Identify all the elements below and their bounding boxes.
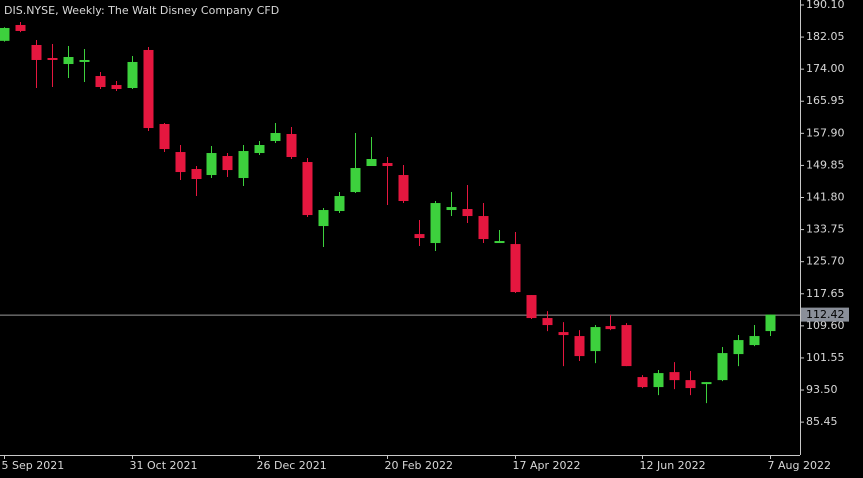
candle-body [334,196,345,212]
y-tick-label: 117.65 [806,287,845,300]
y-tick-label: 157.90 [806,126,845,139]
candle-body [31,45,42,60]
candle-body [350,168,361,193]
candle-body [478,216,489,240]
candle-body [398,175,409,202]
candle-body [127,61,138,89]
y-tick-label: 190.10 [806,0,845,11]
y-tick-label: 133.75 [806,223,845,236]
candle-body [574,336,585,357]
candle-body [749,336,760,346]
current-price-label: 112.42 [806,308,845,321]
candle-body [510,244,521,293]
candle-body [238,151,249,179]
candle-body [430,203,441,244]
candle-body [494,241,505,244]
candle-body [382,163,393,167]
candle-body [79,59,90,62]
y-tick-label: 174.00 [806,62,845,75]
candle-body [621,325,632,367]
x-tick-label: 12 Jun 2022 [640,459,706,472]
candle-body [47,57,58,60]
x-tick-label: 7 Aug 2022 [768,459,831,472]
y-tick-label: 125.70 [806,255,845,268]
candle-body [175,152,186,173]
chart-title: DIS.NYSE, Weekly: The Walt Disney Compan… [4,4,279,17]
y-tick-label: 165.95 [806,94,845,107]
candle-body [733,340,744,355]
y-tick-label: 85.45 [806,415,838,428]
x-tick-label: 31 Oct 2021 [130,459,198,472]
candle-body [206,153,217,176]
candle-body [414,234,425,239]
candle-body [526,295,537,319]
candle-body [111,85,122,90]
candle-body [318,210,329,227]
y-tick-label: 182.05 [806,30,845,43]
candle-body [366,159,377,167]
candle-body [558,332,569,336]
candle-body [286,134,297,158]
candle-body [15,24,26,31]
candle-body [446,207,457,211]
candle-body [254,145,265,154]
candle-body [63,56,74,65]
candle-body [191,169,202,180]
candle-body [637,377,648,388]
candle-body [159,124,170,150]
candle-body [669,372,680,381]
y-tick-label: 149.85 [806,158,845,171]
candle-body [605,326,616,330]
y-tick-label: 141.80 [806,191,845,204]
x-tick-label: 5 Sep 2021 [2,459,65,472]
candle-body [653,373,664,388]
y-tick-label: 101.55 [806,351,845,364]
candle-body [0,27,10,41]
current-price-box [801,307,849,322]
candle-body [701,382,712,385]
candle-body [685,380,696,389]
x-tick-label: 20 Feb 2022 [385,459,453,472]
candle-body [270,133,281,142]
candle-body [717,353,728,381]
y-tick-label: 93.50 [806,383,838,396]
candle-body [462,209,473,217]
x-tick-label: 17 Apr 2022 [513,459,581,472]
candle-body [542,318,553,326]
candle-body [222,156,233,171]
candle-body [95,76,106,88]
candle-body [143,49,154,129]
candle-body [302,162,313,216]
candle-body [590,327,601,352]
x-tick-label: 26 Dec 2021 [257,459,327,472]
candle-body [765,314,776,332]
y-tick-label: 109.60 [806,319,845,332]
